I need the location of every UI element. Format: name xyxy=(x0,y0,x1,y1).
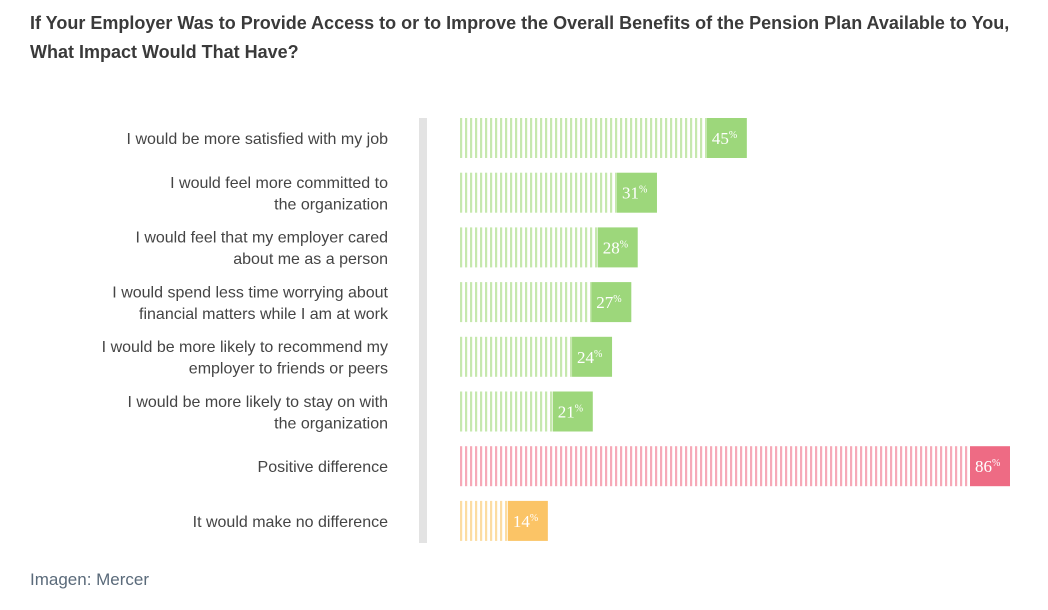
category-label: I would be more likely to recommend my em… xyxy=(102,339,388,378)
bar-striped xyxy=(458,446,970,487)
bar xyxy=(591,282,632,323)
y-axis-line xyxy=(419,118,427,543)
chart-title: If Your Employer Was to Provide Access t… xyxy=(30,13,1010,62)
category-label: I would be more satisfied with my job xyxy=(127,131,389,148)
category-label: Positive difference xyxy=(258,459,389,476)
bar xyxy=(572,336,613,377)
bar xyxy=(507,500,548,541)
bar-striped xyxy=(458,282,592,323)
bar xyxy=(706,118,747,158)
category-label: I would be more likely to stay on with th… xyxy=(127,394,388,433)
bar-striped xyxy=(458,172,617,213)
bar-striped xyxy=(458,391,553,432)
category-label: I would feel that my employer cared about… xyxy=(135,230,388,269)
category-label: I would spend less time worrying about fi… xyxy=(112,284,389,323)
bars-group: 45%31%28%27%24%21%86%14% xyxy=(458,118,1010,541)
category-label: I would feel more committed to the organi… xyxy=(170,175,388,214)
bar xyxy=(616,172,657,213)
bar-striped xyxy=(458,118,707,158)
bar xyxy=(970,446,1010,487)
category-label: It would make no difference xyxy=(193,514,388,531)
bar-striped xyxy=(458,500,508,541)
bar xyxy=(597,227,638,268)
bar-striped xyxy=(458,336,573,377)
category-labels-group: I would be more satisfied with my job I w… xyxy=(102,131,389,531)
bar xyxy=(552,391,593,432)
source-credit: Imagen: Mercer xyxy=(30,570,150,589)
bar-striped xyxy=(458,227,598,268)
